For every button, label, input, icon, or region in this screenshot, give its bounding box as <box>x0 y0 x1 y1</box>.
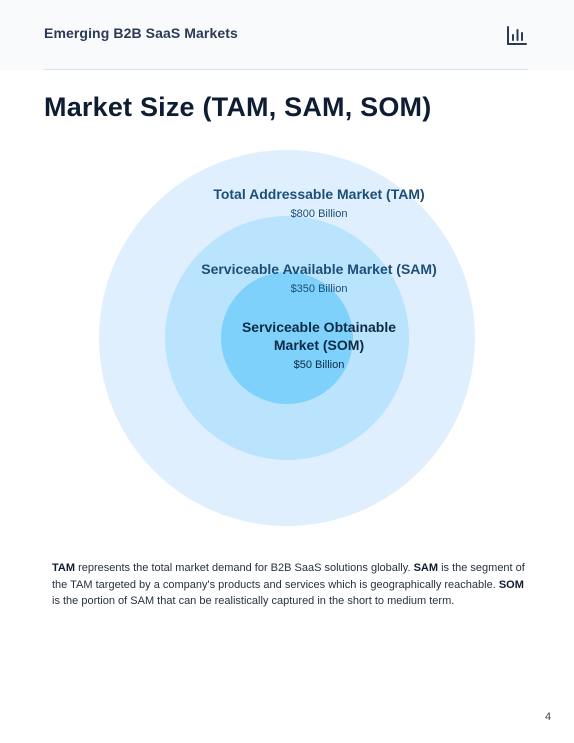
som-definition: is the portion of SAM that can be realis… <box>52 595 455 607</box>
page-title: Market Size (TAM, SAM, SOM) <box>44 92 432 122</box>
sam-label: Serviceable Available Market (SAM) <box>201 261 437 277</box>
sam-definition: is the segment of the TAM targeted by a … <box>52 562 525 591</box>
page-header: Emerging B2B SaaS Markets <box>0 0 574 70</box>
tam-definition: represents the total market demand for B… <box>75 562 414 574</box>
market-description: TAM represents the total market demand f… <box>52 560 526 610</box>
som-value: $50 Billion <box>293 359 345 371</box>
page-number: 4 <box>544 711 552 723</box>
sam-value: $350 Billion <box>290 283 348 295</box>
tam-term: TAM <box>52 562 76 574</box>
bar-chart-icon <box>506 24 528 46</box>
som-label: Serviceable Obtainable Market (SOM) <box>241 319 397 353</box>
header-divider <box>44 69 528 70</box>
tam-value: $800 Billion <box>290 208 348 220</box>
header-title: Emerging B2B SaaS Markets <box>44 25 238 41</box>
som-circle <box>221 272 353 404</box>
sam-term: SAM <box>413 562 439 574</box>
tam-label: Total Addressable Market (TAM) <box>213 186 425 202</box>
som-term: SOM <box>498 578 524 591</box>
